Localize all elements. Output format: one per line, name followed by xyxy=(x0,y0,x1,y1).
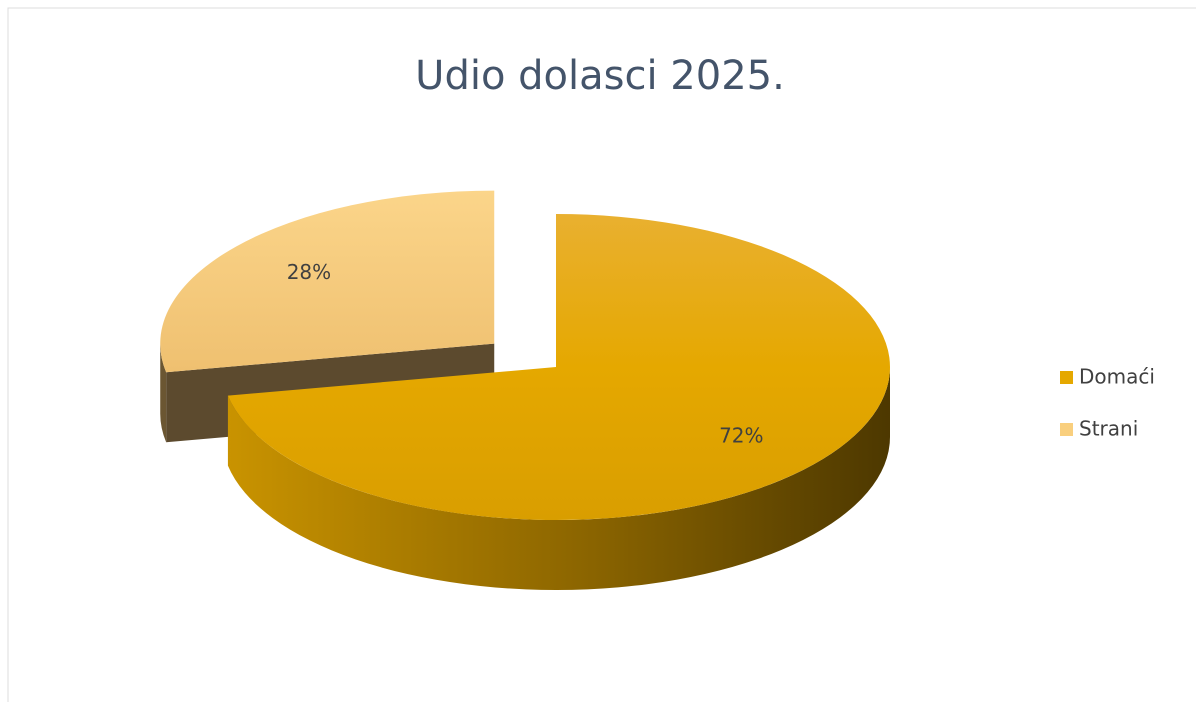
data-label: 28% xyxy=(287,260,331,284)
legend-swatch xyxy=(1060,423,1073,436)
legend-label: Domaći xyxy=(1079,365,1155,389)
slice-top xyxy=(227,214,890,520)
slice-wall xyxy=(227,367,891,590)
slice-top xyxy=(160,190,495,373)
pie-slice xyxy=(227,214,891,590)
data-label: 72% xyxy=(719,424,763,448)
slice-wall xyxy=(160,343,167,443)
legend-swatch xyxy=(1060,371,1073,384)
legend-label: Strani xyxy=(1079,417,1138,441)
chart-title: Udio dolasci 2025. xyxy=(415,53,785,99)
